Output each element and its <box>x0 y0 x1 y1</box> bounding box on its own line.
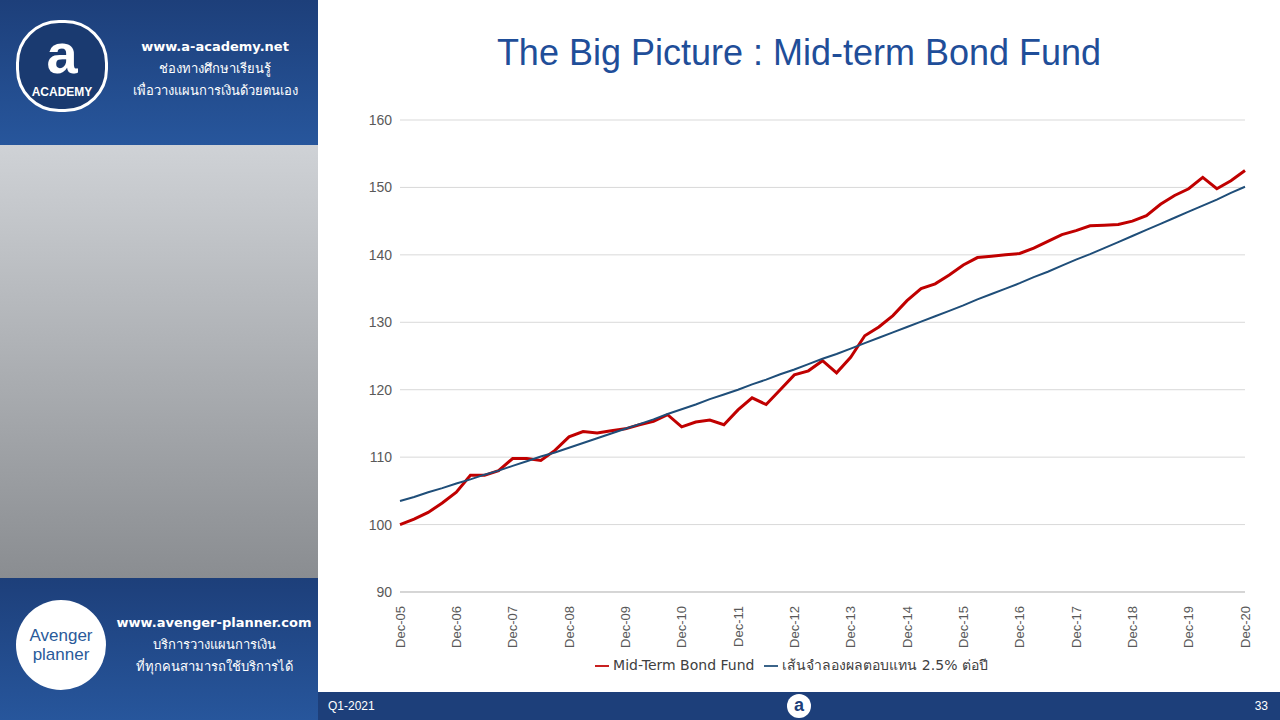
html-text:Avenger: Avenger <box>29 626 93 645</box>
svg-text:Dec-11: Dec-11 <box>731 606 746 647</box>
svg-text:Dec-17: Dec-17 <box>1069 606 1084 648</box>
svg-text:150: 150 <box>369 179 393 195</box>
svg-text:Dec-12: Dec-12 <box>787 606 802 648</box>
svg-text:Dec-05: Dec-05 <box>393 606 408 648</box>
html-text:planner: planner <box>32 645 90 664</box>
html-text:a: a <box>794 695 804 715</box>
svg-text:120: 120 <box>369 382 393 398</box>
html-text:The Big Picture : Mid-term Bon: The Big Picture : Mid-term Bond Fund <box>496 32 1102 73</box>
svg-text:Dec-09: Dec-09 <box>618 606 633 648</box>
svg-text:Dec-06: Dec-06 <box>449 606 464 648</box>
svg-text:Dec-13: Dec-13 <box>843 606 858 648</box>
html-text:www.a-academy.net: www.a-academy.net <box>141 39 289 54</box>
html-text:ACADEMY: ACADEMY <box>31 85 93 99</box>
svg-text:Dec-18: Dec-18 <box>1125 606 1140 648</box>
svg-text:130: 130 <box>369 314 393 330</box>
html-text:a: a <box>46 22 78 85</box>
svg-text:Dec-07: Dec-07 <box>505 606 520 648</box>
svg-text:Dec-08: Dec-08 <box>562 606 577 648</box>
svg-text:100: 100 <box>369 517 393 533</box>
svg-text:160: 160 <box>369 112 393 128</box>
svg-text:Dec-10: Dec-10 <box>674 606 689 648</box>
html-text:33: 33 <box>1254 699 1268 713</box>
svg-text:Dec-14: Dec-14 <box>900 606 915 648</box>
svg-text:Dec-16: Dec-16 <box>1012 606 1027 648</box>
svg-text:90: 90 <box>376 584 392 600</box>
svg-text:Dec-20: Dec-20 <box>1238 606 1253 648</box>
html-text:เพื่อวางแผนการเงินด้วยตนเอง: เพื่อวางแผนการเงินด้วยตนเอง <box>132 83 298 98</box>
html-text:ที่ทุกคนสามารถใช้บริการได้: ที่ทุกคนสามารถใช้บริการได้ <box>135 659 293 674</box>
svg-text:Dec-19: Dec-19 <box>1181 606 1196 648</box>
html-text:Mid-Term Bond Fund: Mid-Term Bond Fund <box>613 657 755 673</box>
html-text:บริการวางแผนการเงิน: บริการวางแผนการเงิน <box>152 637 276 652</box>
svg-text:110: 110 <box>370 449 393 465</box>
html-text:Q1-2021: Q1-2021 <box>328 699 375 713</box>
svg-text:140: 140 <box>369 247 393 263</box>
html-text:ช่องทางศึกษาเรียนรู้: ช่องทางศึกษาเรียนรู้ <box>159 61 271 76</box>
html-text:www.avenger-planner.com: www.avenger-planner.com <box>116 615 312 630</box>
html-text:เส้นจำลองผลตอบแทน 2.5% ต่อปี: เส้นจำลองผลตอบแทน 2.5% ต่อปี <box>782 657 988 673</box>
svg-text:Dec-15: Dec-15 <box>956 606 971 648</box>
